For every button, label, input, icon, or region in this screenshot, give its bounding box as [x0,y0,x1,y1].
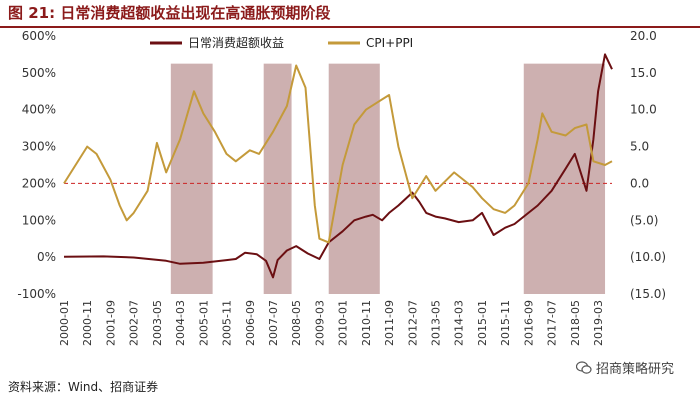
x-tick-label: 2010-01 [337,300,350,346]
x-tick-label: 2000-01 [58,300,71,346]
x-tick-label: 2012-07 [406,300,419,346]
series-line-excess-return [63,53,613,279]
watermark: 招商策略研究 [575,358,674,377]
y-right-tick-label: 20.0 [630,29,657,43]
chart-canvas: -100% 0% 100% 200% 300% 400% 500% 600% (15.0) (10… [17,29,666,346]
x-tick-label: 2000-11 [81,300,94,346]
y-left-tick-label: 100% [22,213,56,227]
x-tick-label: 2011-09 [383,300,396,346]
wechat-icon [575,360,592,374]
x-tick-label: 2006-09 [244,300,257,346]
source-note: 资料来源：Wind、招商证券 [8,380,159,394]
y-right-tick-label: 10.0 [630,103,657,117]
x-tick-label: 2005-11 [221,300,234,346]
x-tick-label: 2005-01 [197,300,210,346]
y-right-tick-label: 15.0 [630,66,657,80]
legend-label: CPI+PPI [366,36,413,50]
x-tick-label: 2009-03 [313,300,326,346]
y-left-tick-label: 200% [22,176,56,190]
y-left-tick-label: 500% [22,66,56,80]
x-tick-label: 2016-09 [522,300,535,346]
y-right-tick-label: (5.0) [630,213,658,227]
y-left-tick-label: 300% [22,140,56,154]
y-left-tick-label: 600% [22,29,56,43]
x-tick-label: 2003-05 [151,300,164,346]
x-tick-label: 2015-01 [476,300,489,346]
legend-label: 日常消费超额收益 [188,35,284,50]
x-tick-label: 2019-03 [592,300,605,346]
y-left-tick-label: 0% [37,250,56,264]
x-tick-label: 2010-11 [360,300,373,346]
x-tick-label: 2008-05 [290,300,303,346]
y-right-tick-label: 5.0 [630,140,649,154]
title-divider [0,26,700,28]
chart-title: 图 21: 日常消费超额收益出现在高通胀预期阶段 [8,4,331,22]
x-tick-label: 2015-11 [499,300,512,346]
series-line-cpi-ppi [63,64,613,244]
y-right-tick-label: (15.0) [630,287,666,301]
x-tick-label: 2014-03 [453,300,466,346]
y-left-tick-label: 400% [22,103,56,117]
shaded-period-3 [328,63,380,295]
y-right-tick-label: (10.0) [630,250,666,264]
x-tick-label: 2018-05 [569,300,582,346]
legend: 日常消费超额收益 CPI+PPI [150,35,413,50]
x-tick-label: 2007-07 [267,300,280,346]
x-tick-label: 2017-07 [546,300,559,346]
x-tick-label: 2013-05 [430,300,443,346]
y-left-tick-label: -100% [17,287,56,301]
x-tick-label: 2001-09 [104,300,117,346]
x-tick-label: 2002-07 [128,300,141,346]
watermark-text: 招商策略研究 [595,362,674,377]
shaded-period-4 [523,63,606,295]
y-right-tick-label: 0.0 [630,176,649,190]
x-tick-label: 2004-03 [174,300,187,346]
